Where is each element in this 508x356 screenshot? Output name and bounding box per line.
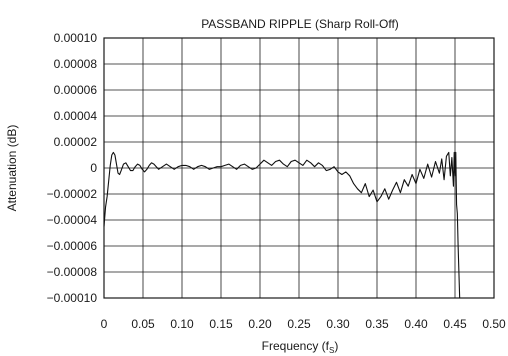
y-tick-label: 0.00002 (54, 135, 98, 149)
grid-lines (104, 38, 494, 298)
y-axis-tick-labels: 0.00010 0.00008 0.00006 0.00004 0.00002 0 −0.0… (47, 31, 98, 305)
y-axis-label: Attenuation (dB) (5, 125, 19, 212)
y-tick-label: −0.00010 (47, 291, 98, 305)
series-line (103, 151, 461, 299)
y-tick-label: 0.00004 (54, 109, 98, 123)
y-tick-label: −0.00006 (47, 239, 98, 253)
x-tick-label: 0.35 (365, 317, 389, 331)
x-axis-label-close: ) (334, 339, 338, 353)
x-axis-tick-labels: 0 0.05 0.10 0.15 0.20 0.25 0.30 0.35 0.40 0.45 0.5… (101, 317, 506, 331)
x-tick-label: 0.30 (326, 317, 350, 331)
x-axis-label: Frequency (fS) (262, 339, 339, 355)
y-tick-label: −0.00008 (47, 265, 98, 279)
x-tick-label: 0.25 (287, 317, 311, 331)
x-axis-label-subscript: S (329, 346, 334, 355)
x-axis-label-text: Frequency (f (262, 339, 330, 353)
x-tick-label: 0.50 (482, 317, 506, 331)
chart-title: PASSBAND RIPPLE (Sharp Roll-Off) (201, 17, 399, 31)
y-tick-label: −0.00002 (47, 187, 98, 201)
x-tick-label: 0.20 (248, 317, 272, 331)
x-tick-label: 0.45 (443, 317, 467, 331)
x-tick-label: 0.05 (131, 317, 155, 331)
y-tick-label: 0.00006 (54, 83, 98, 97)
y-tick-label: 0.00008 (54, 57, 98, 71)
y-tick-label: −0.00004 (47, 213, 98, 227)
x-tick-label: 0.15 (209, 317, 233, 331)
x-tick-label: 0 (101, 317, 108, 331)
y-tick-label: 0 (90, 161, 97, 175)
x-tick-label: 0.40 (404, 317, 428, 331)
y-tick-label: 0.00010 (54, 31, 98, 45)
x-tick-label: 0.10 (170, 317, 194, 331)
